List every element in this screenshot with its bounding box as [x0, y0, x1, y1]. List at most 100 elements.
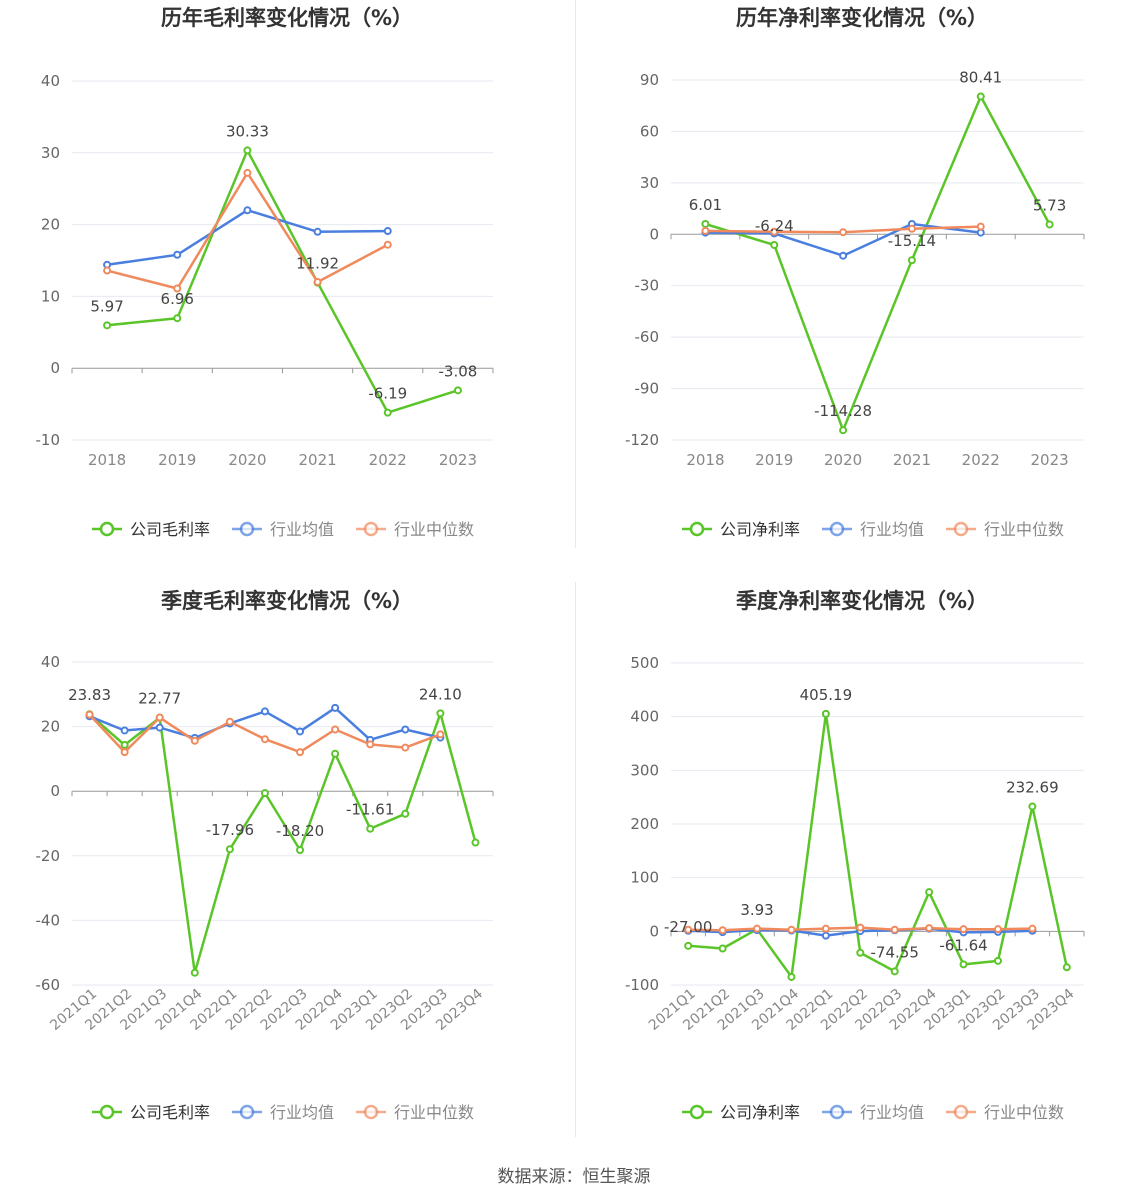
- data-point: [243, 146, 252, 155]
- y-tick-label: 0: [50, 782, 60, 800]
- legend-marker-icon: [239, 1104, 255, 1120]
- data-point: [753, 924, 762, 933]
- legend-label: 行业中位数: [984, 1103, 1064, 1122]
- data-point: [383, 408, 392, 417]
- y-tick-label: 40: [41, 653, 60, 671]
- data-point: [701, 219, 710, 228]
- data-point: [243, 206, 252, 215]
- y-tick-label: 200: [630, 815, 659, 833]
- data-label: -61.64: [939, 936, 987, 954]
- data-point: [770, 240, 779, 249]
- data-label: 22.77: [138, 690, 181, 708]
- data-point: [436, 730, 445, 739]
- y-tick-label: 60: [640, 122, 659, 140]
- data-label: 11.92: [296, 255, 339, 273]
- x-tick-label: 2018: [686, 451, 724, 469]
- y-tick-label: 0: [649, 922, 659, 940]
- y-tick-label: 10: [41, 287, 60, 305]
- legend-label: 行业均值: [860, 1103, 924, 1122]
- quarterly-gross-margin-chart: 季度毛利率变化情况（%）40200-20-40-602021Q12021Q220…: [36, 589, 494, 1122]
- data-point: [260, 789, 269, 798]
- data-point: [890, 967, 899, 976]
- data-label: 6.01: [689, 196, 722, 214]
- data-label: -27.00: [664, 918, 712, 936]
- data-point: [959, 960, 968, 969]
- y-tick-label: 300: [630, 761, 659, 779]
- legend-label: 行业均值: [270, 1103, 334, 1122]
- data-label: -15.14: [888, 232, 936, 250]
- x-tick-label: 2023: [439, 451, 477, 469]
- legend-marker-icon: [829, 521, 845, 537]
- data-point: [993, 956, 1002, 965]
- x-tick-label: 2019: [158, 451, 196, 469]
- data-point: [120, 741, 129, 750]
- data-point: [976, 222, 985, 231]
- data-point: [313, 227, 322, 236]
- x-tick-label: 2021: [298, 451, 336, 469]
- y-tick-label: -30: [635, 277, 660, 295]
- data-point: [718, 926, 727, 935]
- data-point: [701, 226, 710, 235]
- legend-label: 公司净利率: [720, 520, 800, 539]
- legend: 公司毛利率 行业均值 行业中位数: [92, 520, 474, 539]
- data-point: [401, 809, 410, 818]
- data-label: 405.19: [800, 686, 853, 704]
- data-point: [155, 723, 164, 732]
- legend: 公司毛利率 行业均值 行业中位数: [92, 1103, 474, 1122]
- data-point: [173, 250, 182, 259]
- data-point: [436, 709, 445, 718]
- data-point: [85, 710, 94, 719]
- legend-marker-icon: [363, 1104, 379, 1120]
- data-label: 232.69: [1006, 778, 1059, 796]
- data-label: -6.19: [368, 385, 407, 403]
- x-tick-label: 2018: [88, 451, 126, 469]
- x-tick-label: 2020: [228, 451, 266, 469]
- data-point: [925, 888, 934, 897]
- legend-marker-icon: [953, 521, 969, 537]
- data-point: [684, 925, 693, 934]
- data-point: [173, 284, 182, 293]
- legend-marker-icon: [239, 521, 255, 537]
- legend-label: 行业中位数: [394, 1103, 474, 1122]
- chart-title: 季度净利率变化情况（%）: [736, 589, 988, 613]
- data-label: -74.55: [871, 943, 919, 961]
- y-tick-label: 400: [630, 708, 659, 726]
- legend-marker-icon: [829, 1104, 845, 1120]
- data-point: [684, 941, 693, 950]
- data-point: [718, 944, 727, 953]
- series-line-industry-average: [106, 208, 388, 267]
- chart-panel-quarterly-gross-margin: 季度毛利率变化情况（%） 40 20 0 -20 -40 -60 2021Q1 2021Q2 20…: [0, 583, 574, 1166]
- chart-title: 历年毛利率变化情况（%）: [161, 6, 413, 30]
- legend: 公司净利率 行业均值 行业中位数: [682, 520, 1064, 539]
- y-tick-label: 20: [41, 216, 60, 234]
- data-point: [907, 224, 916, 233]
- data-point: [925, 924, 934, 933]
- data-point: [383, 227, 392, 236]
- x-tick-label: 2022: [369, 451, 407, 469]
- legend-label: 行业中位数: [984, 520, 1064, 539]
- y-tick-label: -20: [36, 847, 61, 865]
- data-point: [401, 725, 410, 734]
- y-tick-label: 40: [41, 72, 60, 90]
- data-point: [296, 727, 305, 736]
- data-label: 3.93: [740, 901, 773, 919]
- panel-divider: [575, 0, 576, 548]
- data-point: [260, 707, 269, 716]
- x-tick-label: 2021: [893, 451, 931, 469]
- quarterly-net-margin-chart: 季度净利率变化情况（%）5004003002001000-1002021Q120…: [625, 589, 1085, 1122]
- data-point: [366, 740, 375, 749]
- data-point: [103, 321, 112, 330]
- data-point: [331, 703, 340, 712]
- y-tick-label: 90: [640, 71, 659, 89]
- data-point: [190, 736, 199, 745]
- data-label: -17.96: [206, 821, 254, 839]
- legend-marker-icon: [363, 521, 379, 537]
- data-point: [1028, 802, 1037, 811]
- data-point: [1045, 220, 1054, 229]
- chart-title: 历年净利率变化情况（%）: [736, 6, 988, 30]
- data-label: -6.24: [755, 217, 794, 235]
- data-point: [976, 92, 985, 101]
- y-tick-label: -100: [625, 976, 659, 994]
- x-tick-label: 2020: [824, 451, 862, 469]
- series-line-company: [705, 95, 1051, 432]
